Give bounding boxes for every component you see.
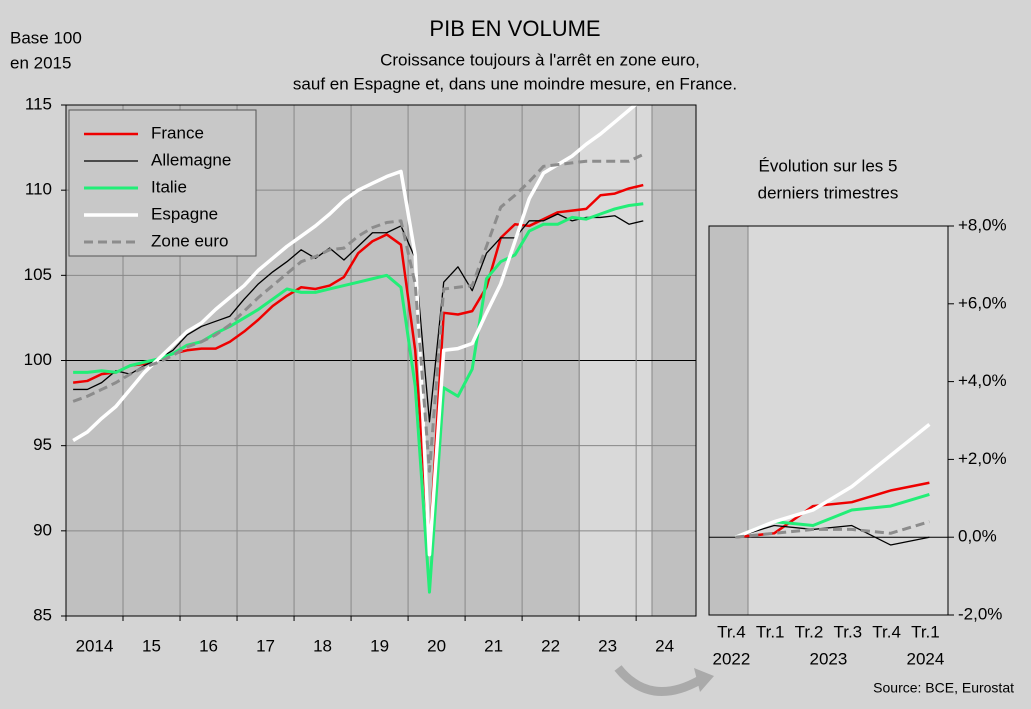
- panel-title: Évolution sur les 5: [759, 156, 898, 175]
- x-tick-label: 17: [256, 636, 275, 655]
- line: [72, 153, 644, 473]
- x-tick-label: 24: [655, 636, 674, 655]
- line: [735, 524, 930, 546]
- y-tick-label: 90: [33, 520, 52, 539]
- legend-label: Italie: [151, 177, 187, 196]
- arrow-head: [694, 668, 714, 692]
- plot-border: [708, 225, 949, 616]
- subtitle: Croissance toujours à l'arrêt en zone eu…: [380, 50, 700, 69]
- arrow: [614, 665, 703, 697]
- source: Source: BCE, Eurostat: [873, 680, 1014, 696]
- x-tick-label: Tr.4: [717, 622, 746, 641]
- x-tick-label: 18: [313, 636, 332, 655]
- y-tick-label: 115: [25, 94, 52, 113]
- y-label: en 2015: [10, 53, 71, 72]
- x-tick-label: Tr.3: [833, 622, 862, 641]
- y-tick-label: +8,0%: [958, 215, 1007, 234]
- legend-label: Espagne: [151, 204, 218, 223]
- x-tick-label: 22: [541, 636, 560, 655]
- subtitle: sauf en Espagne et, dans une moindre mes…: [293, 74, 737, 93]
- line: [735, 520, 930, 539]
- y-tick-label: +6,0%: [958, 293, 1007, 312]
- x-tick-label: 15: [142, 636, 161, 655]
- y-tick-label: 0,0%: [958, 527, 997, 546]
- y-label: Base 100: [10, 28, 82, 47]
- title: PIB EN VOLUME: [429, 16, 600, 41]
- plot-border: [65, 104, 697, 617]
- x-tick-label: 20: [427, 636, 446, 655]
- legend-label: Allemagne: [151, 150, 231, 169]
- highlight-right: [709, 226, 748, 615]
- x-tick-label: 23: [598, 636, 617, 655]
- x-tick-label: Tr.1: [756, 622, 785, 641]
- line: [734, 423, 931, 539]
- y-tick-label: +4,0%: [958, 371, 1007, 390]
- y-tick-label: 105: [24, 265, 52, 284]
- x-tick-label: Tr.2: [795, 622, 824, 641]
- x-tick-label: 19: [370, 636, 389, 655]
- year-label: 2023: [809, 649, 847, 668]
- legend-label: France: [151, 123, 204, 142]
- line: [73, 202, 644, 594]
- x-tick-label: 2014: [76, 636, 114, 655]
- panel-title: derniers trimestres: [758, 183, 899, 202]
- y-tick-label: 110: [25, 180, 52, 199]
- x-tick-label: 16: [199, 636, 218, 655]
- y-tick-label: 85: [33, 605, 52, 624]
- line: [73, 213, 644, 423]
- plot-area-right: [708, 225, 949, 616]
- x-tick-label: Tr.1: [911, 622, 940, 641]
- y-tick-label: 100: [24, 350, 52, 369]
- x-tick-label: Tr.4: [872, 622, 901, 641]
- year-label: 2024: [906, 649, 944, 668]
- legend-label: Zone euro: [151, 231, 229, 250]
- x-tick-label: 21: [484, 636, 503, 655]
- y-tick-label: -2,0%: [958, 604, 1002, 623]
- y-tick-label: 95: [33, 435, 52, 454]
- line: [72, 105, 638, 557]
- y-tick-label: +2,0%: [958, 449, 1007, 468]
- year-label: 2022: [712, 649, 750, 668]
